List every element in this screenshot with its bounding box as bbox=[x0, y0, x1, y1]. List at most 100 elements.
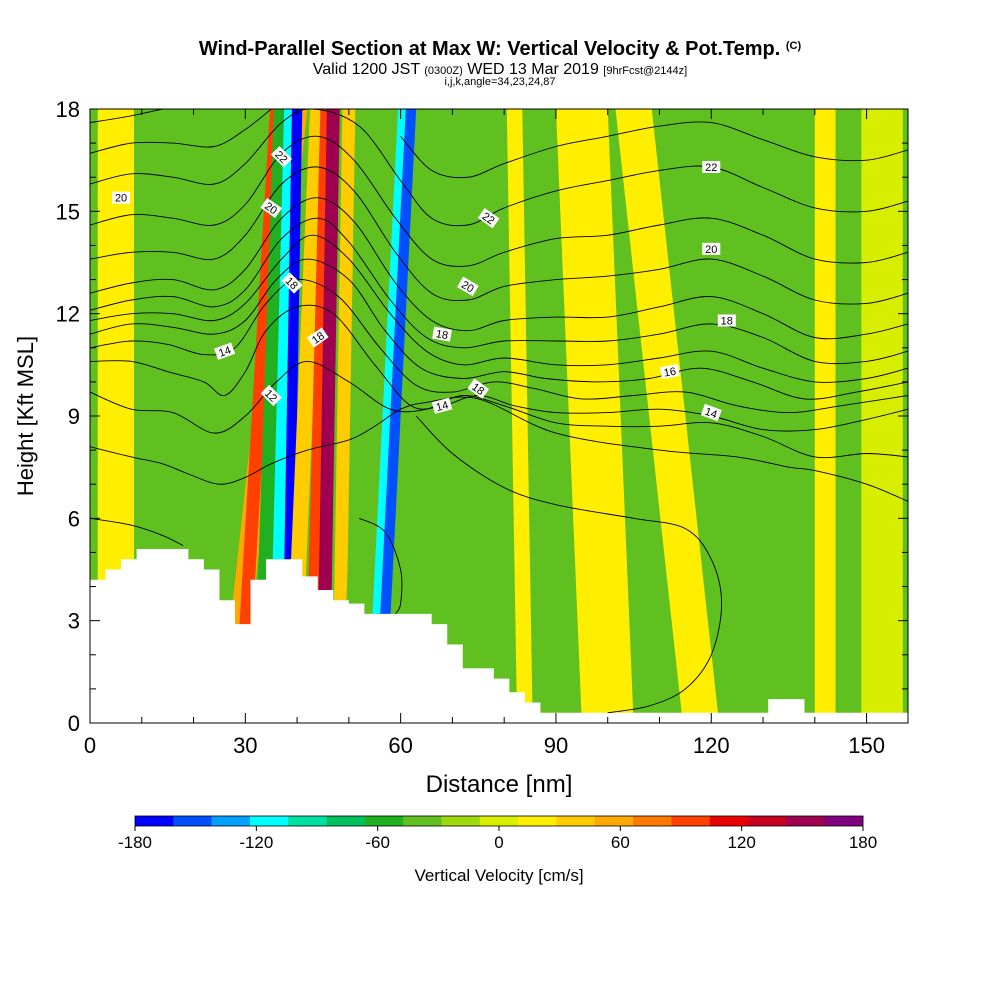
y-tick-label: 18 bbox=[56, 97, 80, 122]
contour-label-bg bbox=[260, 197, 283, 218]
terrain-shape bbox=[90, 549, 908, 723]
contour-label-bg bbox=[214, 342, 236, 360]
colorbar-tick-label: 0 bbox=[494, 833, 503, 852]
colorbar-swatch bbox=[594, 816, 634, 826]
contour-label-bg bbox=[306, 327, 329, 348]
velocity-band bbox=[506, 109, 533, 723]
velocity-band bbox=[374, 109, 417, 723]
terrain bbox=[90, 549, 908, 723]
x-tick-label: 120 bbox=[693, 733, 730, 758]
theta-contour bbox=[358, 517, 403, 615]
contour-label-text: 14 bbox=[435, 399, 450, 414]
contour-label-text: 18 bbox=[469, 381, 486, 398]
colorbar-swatch bbox=[786, 816, 825, 826]
x-tick-label: 90 bbox=[544, 733, 568, 758]
contour-label-bg bbox=[700, 403, 722, 422]
contour-label-bg bbox=[702, 242, 721, 255]
contour-label-bg bbox=[112, 191, 131, 204]
colorbar-swatch bbox=[824, 816, 864, 826]
contour-label-bg bbox=[270, 146, 293, 168]
colorbar-tick-label: -60 bbox=[365, 833, 390, 852]
y-axis-label: Height [Kft MSL] bbox=[13, 336, 38, 496]
contour-label-text: 18 bbox=[435, 328, 449, 342]
axes: 0 30 60 90 120 150 0 3 6 9 12 15 18 bbox=[56, 97, 908, 758]
chart-title-text: Wind-Parallel Section at Max W: Vertical… bbox=[198, 38, 781, 60]
contour-label-bg bbox=[659, 364, 680, 380]
theta-contour bbox=[90, 166, 908, 305]
contour-label-bg bbox=[457, 276, 479, 297]
theta-contour bbox=[90, 304, 908, 432]
colorbar-swatch bbox=[403, 816, 442, 826]
colorbar-tick-label: 60 bbox=[611, 833, 630, 852]
contour-label: 20 bbox=[112, 191, 131, 205]
colorbar-swatch bbox=[173, 816, 212, 826]
valid-date: WED 13 Mar 2019 bbox=[467, 61, 599, 78]
colorbar-swatch bbox=[288, 816, 327, 826]
colorbar-swatch bbox=[518, 816, 557, 826]
copyright-mark: (C) bbox=[785, 40, 802, 52]
colorbar-tick-label: 120 bbox=[727, 833, 755, 852]
theta-contour bbox=[90, 109, 272, 154]
contour-label-bg bbox=[281, 272, 303, 294]
contour-label: 22 bbox=[477, 208, 500, 229]
colorbar-swatch bbox=[556, 816, 596, 826]
velocity-band bbox=[615, 109, 720, 723]
contour-label-bg bbox=[477, 208, 500, 229]
colorbar-swatch bbox=[633, 816, 672, 826]
y-tick-label: 6 bbox=[68, 506, 80, 531]
colorbar-swatch bbox=[709, 816, 749, 826]
contour-label: 22 bbox=[702, 160, 721, 174]
colorbar-tick-label: 180 bbox=[849, 833, 877, 852]
x-tick-label: 150 bbox=[848, 733, 885, 758]
colorbar-tick-label: -120 bbox=[239, 833, 273, 852]
contour-label: 14 bbox=[214, 342, 236, 360]
contour-label: 18 bbox=[432, 326, 452, 342]
colorbar-swatch bbox=[326, 816, 366, 826]
velocity-band bbox=[768, 109, 800, 723]
y-tick-label: 3 bbox=[68, 609, 80, 634]
contour-label: 16 bbox=[659, 364, 680, 380]
contour-label-bg bbox=[702, 160, 721, 173]
contour-label-bg bbox=[431, 397, 453, 414]
x-axis-label: Distance [nm] bbox=[426, 771, 573, 798]
velocity-band bbox=[316, 109, 340, 723]
colorbar: -180 -120 -60 0 60 120 180 bbox=[118, 815, 877, 852]
y-tick-label: 0 bbox=[68, 711, 80, 736]
colorbar-swatch bbox=[441, 816, 481, 826]
contour-label: 18 bbox=[306, 327, 329, 348]
chart-title: Wind-Parallel Section at Max W: Vertical… bbox=[0, 38, 1000, 61]
velocity-band bbox=[814, 109, 836, 723]
contour-label-bg bbox=[432, 326, 452, 342]
theta-contour bbox=[90, 109, 908, 227]
contour-label-text: 14 bbox=[217, 344, 233, 359]
contour-label: 20 bbox=[260, 197, 283, 218]
grid-indices: i,j,k,angle=34,23,24,87 bbox=[444, 76, 556, 88]
theta-contour bbox=[400, 121, 908, 179]
colorbar-swatch bbox=[671, 816, 711, 826]
colorbar-swatch bbox=[364, 816, 404, 826]
contour-label-text: 20 bbox=[262, 200, 279, 217]
velocity-band bbox=[414, 109, 444, 723]
colorbar-swatch bbox=[135, 816, 174, 826]
velocity-band bbox=[457, 109, 499, 723]
velocity-band bbox=[555, 109, 634, 723]
colorbar-tick-label: -180 bbox=[118, 833, 152, 852]
y-tick-label: 15 bbox=[56, 199, 80, 224]
contour-label-text: 18 bbox=[721, 315, 733, 327]
theta-contour bbox=[415, 415, 723, 714]
contour-label: 20 bbox=[702, 242, 721, 256]
contour-label: 18 bbox=[467, 378, 490, 399]
valid-time-utc: (0300Z) bbox=[424, 65, 463, 77]
y-tick-label: 9 bbox=[68, 404, 80, 429]
contour-label-bg bbox=[467, 378, 490, 399]
chart-subtitle: Valid 1200 JST (0300Z) WED 13 Mar 2019 [… bbox=[0, 61, 1000, 79]
contour-label: 20 bbox=[457, 276, 479, 297]
contour-label-text: 16 bbox=[663, 366, 677, 380]
colorbar-label: Vertical Velocity [cm/s] bbox=[414, 866, 583, 885]
x-tick-label: 60 bbox=[388, 733, 412, 758]
x-tick-label: 30 bbox=[233, 733, 257, 758]
theta-contours bbox=[90, 109, 908, 714]
contour-label: 14 bbox=[700, 403, 722, 422]
theta-contour bbox=[90, 109, 163, 124]
